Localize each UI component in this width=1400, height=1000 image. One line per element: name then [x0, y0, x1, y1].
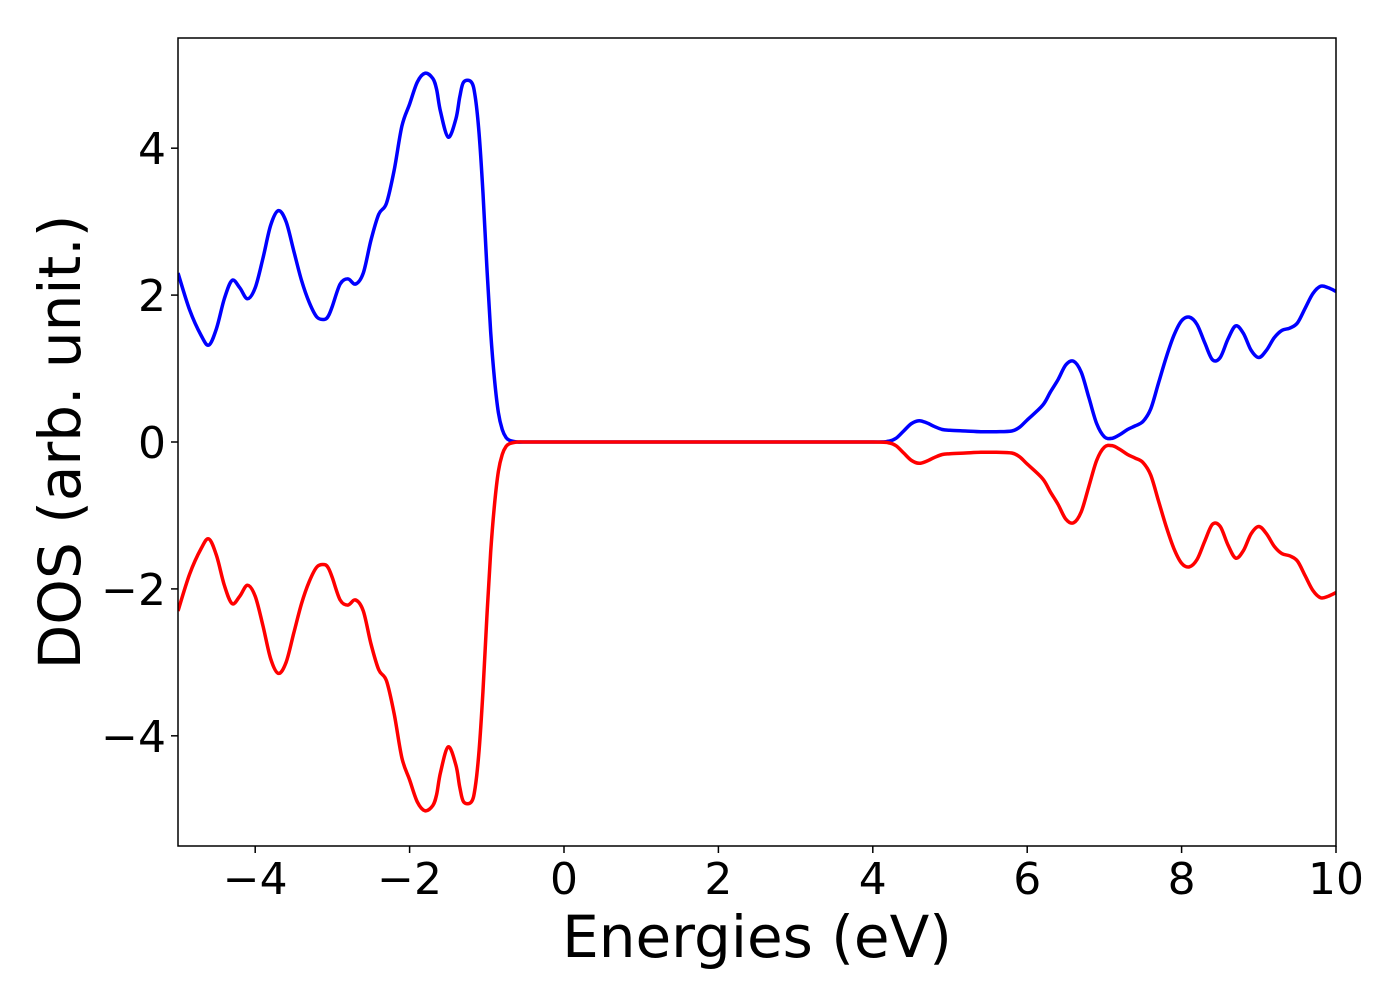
series-line-2	[178, 440, 1336, 813]
x-tick-label: 4	[859, 854, 887, 905]
x-tick-label: 6	[1013, 854, 1041, 905]
x-axis: −4 −2 0 2 4 6 8 10	[223, 846, 1364, 905]
series-layer	[178, 71, 1336, 813]
y-tick-label: −2	[101, 565, 166, 616]
y-tick-label: 4	[138, 124, 166, 175]
x-tick-label: −2	[377, 854, 442, 905]
x-tick-label: 10	[1308, 854, 1364, 905]
y-axis: −4 −2 0 2 4	[101, 124, 178, 763]
x-axis-label: Energies (eV)	[562, 903, 952, 971]
x-tick-label: −4	[223, 854, 288, 905]
y-tick-label: −4	[101, 712, 166, 763]
y-axis-label: DOS (arb. unit.)	[26, 215, 94, 670]
y-tick-label: 2	[138, 271, 166, 322]
y-tick-label: 0	[138, 418, 166, 469]
x-tick-label: 8	[1168, 854, 1196, 905]
x-tick-label: 2	[704, 854, 732, 905]
x-tick-label: 0	[550, 854, 578, 905]
